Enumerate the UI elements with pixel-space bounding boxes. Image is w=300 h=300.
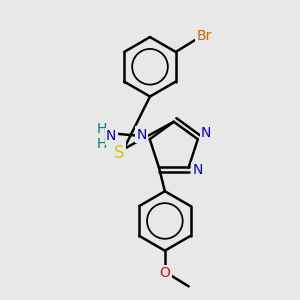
Text: H: H	[97, 137, 107, 151]
Text: S: S	[113, 144, 124, 162]
Text: O: O	[159, 266, 170, 280]
Text: H: H	[97, 122, 107, 136]
Text: N: N	[136, 128, 147, 142]
Text: N: N	[106, 129, 116, 143]
Text: Br: Br	[196, 28, 212, 43]
Text: N: N	[192, 164, 203, 177]
Text: N: N	[201, 126, 211, 140]
